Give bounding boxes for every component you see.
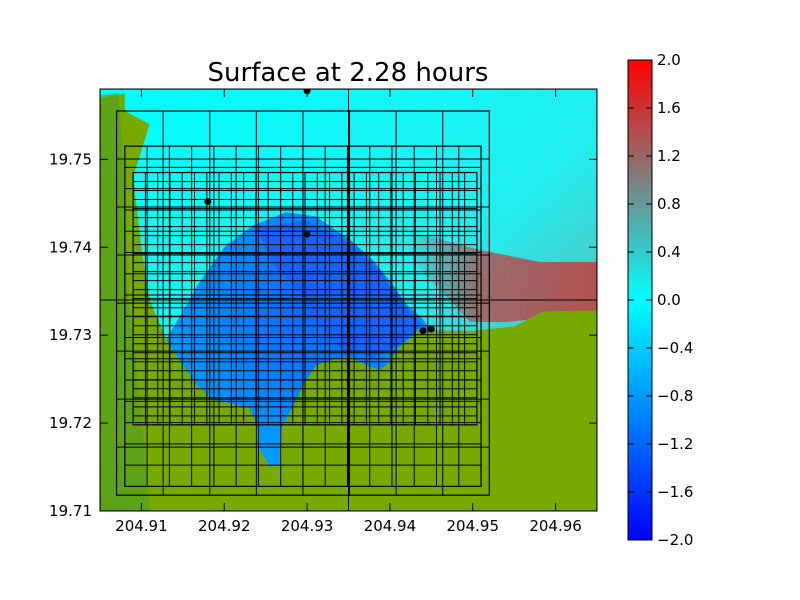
colorbar-tick-label: −2.0 (657, 531, 693, 549)
x-axis: 204.91 204.92 204.93 204.94 204.95 204.96 (115, 89, 582, 535)
plot-frame (99, 88, 598, 512)
x-tick-label: 204.91 (115, 517, 168, 535)
x-tick-label: 204.95 (447, 517, 500, 535)
colorbar-tick-label: −1.6 (657, 483, 693, 501)
gauge-point (427, 325, 435, 333)
colorbar-tick-label: 1.2 (657, 147, 681, 165)
amr-grid-lines (100, 89, 597, 511)
colorbar-tick-label: −0.8 (657, 387, 693, 405)
x-tick-label: 204.92 (198, 517, 251, 535)
x-tick-label: 204.93 (281, 517, 334, 535)
y-tick-label: 19.72 (49, 414, 92, 432)
colorbar-ticks: 2.0 1.6 1.2 0.8 0.4 0.0 −0.4 −0.8 −1.2 −1.6 −2.0 (628, 51, 693, 549)
y-tick-label: 19.74 (49, 238, 92, 256)
y-tick-label: 19.71 (49, 502, 92, 520)
x-tick-label: 204.96 (529, 517, 582, 535)
gauge-markers (204, 89, 435, 335)
chart-title: Surface at 2.28 hours (208, 58, 489, 88)
x-tick-label: 204.94 (364, 517, 417, 535)
y-tick-label: 19.73 (49, 326, 92, 344)
colorbar-tick-label: 0.4 (657, 243, 681, 261)
gauge-point (419, 327, 427, 335)
colorbar-tick-label: 0.8 (657, 195, 681, 213)
colorbar-tick-label: −0.4 (657, 339, 693, 357)
y-tick-label: 19.75 (49, 150, 92, 168)
y-axis: 19.71 19.72 19.73 19.74 19.75 (49, 150, 597, 520)
gauge-point (204, 198, 212, 206)
gauge-point (303, 230, 311, 238)
colorbar-tick-label: 2.0 (657, 51, 681, 69)
colorbar-tick-label: 0.0 (657, 291, 681, 309)
plot-area (100, 89, 597, 511)
colorbar-tick-label: −1.2 (657, 435, 693, 453)
colorbar-tick-label: 1.6 (657, 99, 681, 117)
